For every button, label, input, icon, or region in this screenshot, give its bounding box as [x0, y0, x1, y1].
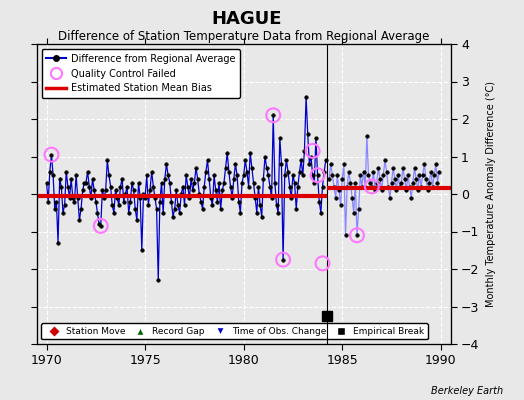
Point: [96, 223, 105, 229]
Point: [353, 232, 361, 238]
Point: [47, 152, 56, 158]
Point: [313, 172, 322, 178]
Title: Difference of Station Temperature Data from Regional Average: Difference of Station Temperature Data f…: [58, 30, 429, 43]
Text: Berkeley Earth: Berkeley Earth: [431, 386, 503, 396]
Text: HAGUE: HAGUE: [211, 10, 281, 28]
Point: [279, 256, 287, 263]
Point: [368, 183, 376, 190]
Point: [269, 112, 277, 118]
Y-axis label: Monthly Temperature Anomaly Difference (°C): Monthly Temperature Anomaly Difference (…: [486, 81, 496, 307]
Point: [318, 260, 326, 266]
Point: [309, 148, 317, 154]
Legend: Station Move, Record Gap, Time of Obs. Change, Empirical Break: Station Move, Record Gap, Time of Obs. C…: [41, 323, 428, 340]
